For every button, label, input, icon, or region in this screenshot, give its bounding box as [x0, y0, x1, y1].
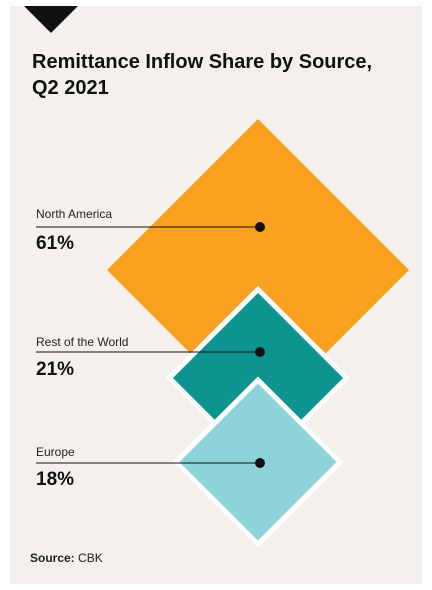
leader-dot-europe: [255, 458, 265, 468]
source-note: Source: CBK: [30, 551, 103, 565]
source-label: Source:: [30, 551, 75, 565]
label-north-america: North America: [36, 207, 113, 221]
label-rest-of-world: Rest of the World: [36, 335, 129, 349]
label-europe: Europe: [36, 445, 75, 459]
source-value: CBK: [78, 551, 103, 565]
leader-dot-rest-of-world: [255, 347, 265, 357]
value-rest-of-world: 21%: [36, 359, 75, 380]
corner-marker-icon: [24, 6, 78, 33]
chart-title: Remittance Inflow Share by Source, Q2 20…: [32, 51, 373, 99]
leader-dot-north-america: [255, 222, 265, 232]
value-europe: 18%: [36, 469, 75, 490]
value-north-america: 61%: [36, 233, 75, 254]
diamond-north-america: [107, 119, 409, 421]
